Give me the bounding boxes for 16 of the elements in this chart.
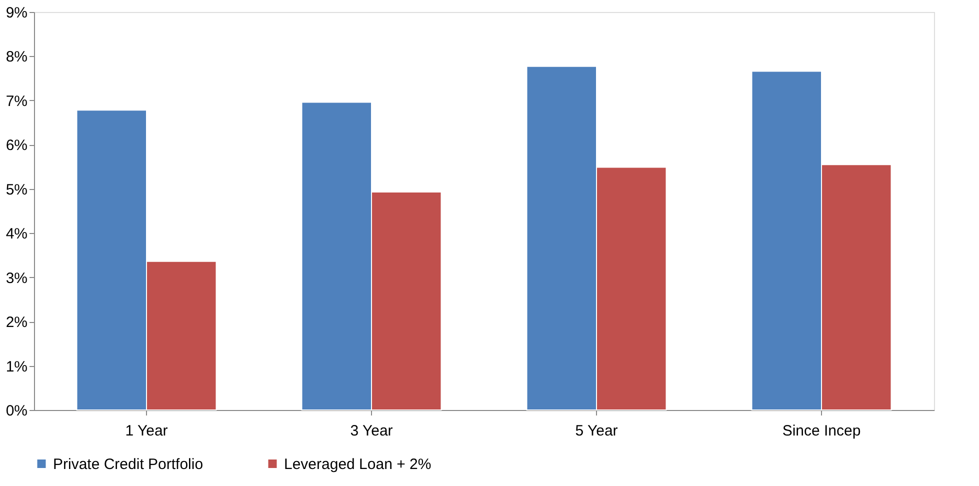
- y-tick-label: 2%: [6, 314, 28, 332]
- legend-label: Private Credit Portfolio: [53, 456, 204, 473]
- y-tick-label: 3%: [6, 270, 28, 287]
- y-tick-label: 7%: [6, 92, 28, 110]
- y-tick-label: 6%: [6, 137, 28, 154]
- y-tick-label: 1%: [6, 358, 28, 376]
- y-tick-label: 9%: [6, 4, 28, 22]
- x-tick-label: 1 Year: [125, 422, 168, 440]
- y-tick-label: 4%: [6, 226, 28, 243]
- y-tick-label: 0%: [6, 402, 28, 420]
- y-tick-label: 5%: [6, 181, 28, 198]
- x-tick-label: Since Incep: [782, 422, 861, 440]
- x-tick-label: 5 Year: [575, 422, 618, 440]
- x-tick-label: 3 Year: [350, 422, 393, 440]
- legend-label: Leveraged Loan + 2%: [284, 456, 432, 473]
- y-tick-label: 8%: [6, 48, 28, 66]
